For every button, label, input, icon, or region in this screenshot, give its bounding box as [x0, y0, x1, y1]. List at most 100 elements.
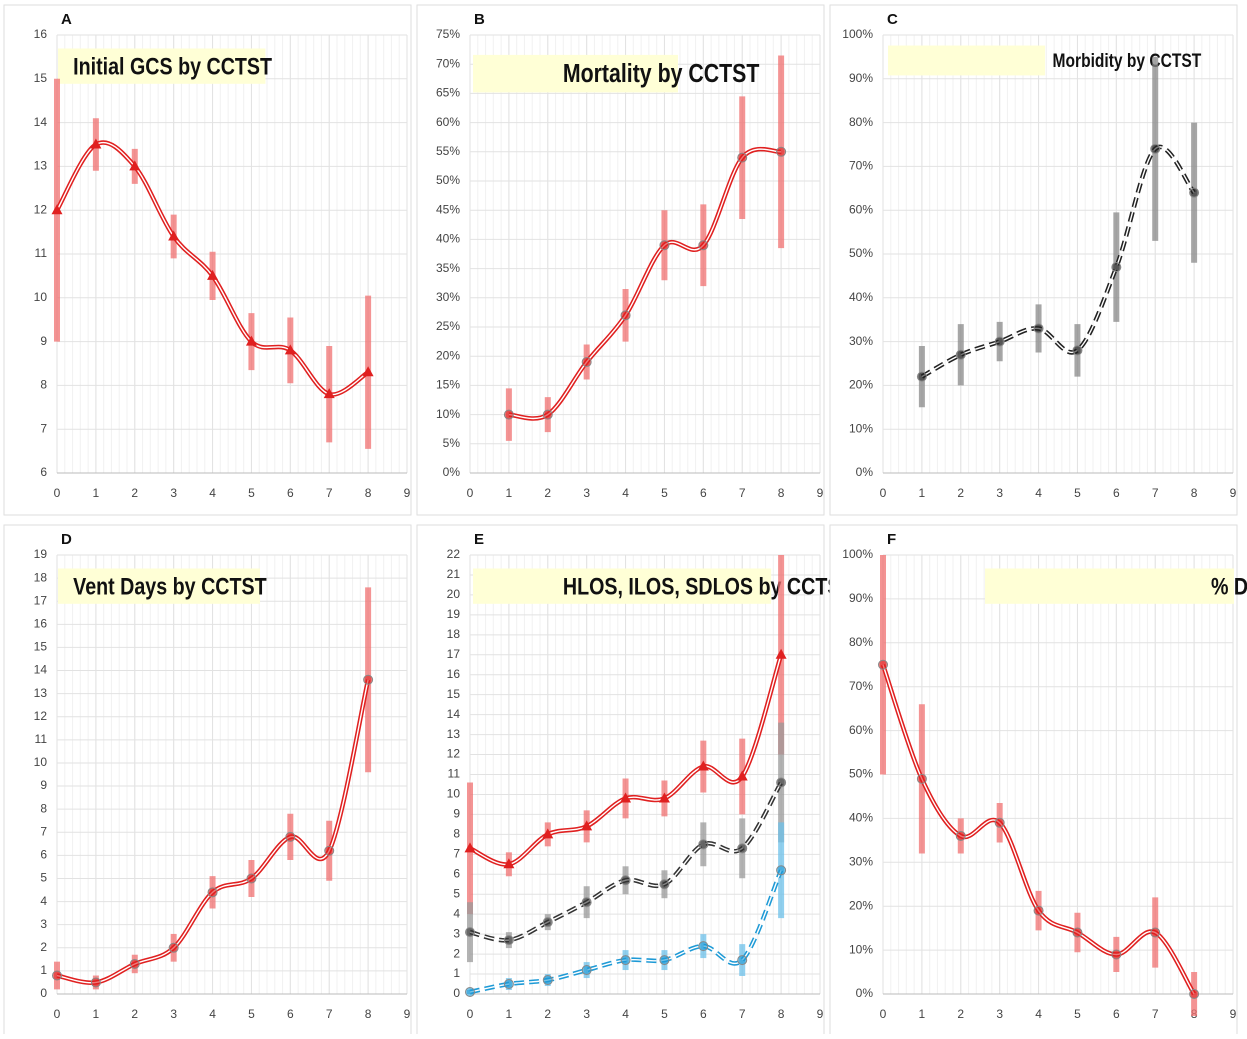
y-tick-label: 20%	[436, 348, 460, 362]
marker	[90, 977, 101, 988]
x-tick-label: 9	[1230, 486, 1237, 500]
y-tick-label: 15	[34, 640, 48, 654]
y-tick-label: 70%	[849, 159, 873, 173]
marker	[90, 138, 102, 149]
y-tick-label: 50%	[849, 767, 873, 781]
y-tick-label: 20%	[849, 378, 873, 392]
y-tick-label: 16	[447, 667, 461, 681]
y-tick-label: 18	[447, 627, 461, 641]
marker	[542, 975, 553, 986]
x-tick-label: 3	[170, 486, 177, 500]
chart-title: Mortality by CCTST	[563, 59, 760, 89]
y-tick-label: 25%	[436, 319, 460, 333]
x-tick-label: 2	[957, 1007, 964, 1021]
x-tick-label: 4	[1035, 486, 1042, 500]
panel-letter: A	[61, 11, 72, 28]
y-tick-label: 0%	[856, 986, 874, 1000]
y-tick-label: 0	[453, 986, 460, 1000]
y-tick-label: 1	[453, 966, 460, 980]
title-background	[58, 568, 261, 604]
y-tick-label: 55%	[436, 144, 460, 158]
x-tick-label: 7	[739, 486, 746, 500]
panel: 0% 5% 10% 15% 20% 25% 30% 35% 40% 45% 50% 55% 60% 65%…	[416, 4, 825, 516]
y-tick-label: 9	[40, 334, 47, 348]
x-tick-label: 4	[209, 1007, 216, 1021]
y-tick-label: 70%	[436, 56, 460, 70]
marker	[503, 979, 514, 990]
y-tick-label: 4	[453, 906, 460, 920]
y-tick-label: 6	[453, 866, 460, 880]
x-tick-label: 8	[1191, 486, 1198, 500]
y-tick-label: 4	[40, 894, 47, 908]
marker	[581, 820, 593, 831]
series-line-highlight	[508, 148, 782, 420]
x-tick-label: 0	[467, 486, 474, 500]
y-tick-label: 11	[448, 767, 461, 781]
y-tick-label: 12	[34, 709, 48, 723]
y-tick-label: 3	[453, 926, 460, 940]
x-tick-label: 2	[544, 486, 551, 500]
marker	[659, 879, 670, 890]
marker	[581, 897, 592, 908]
marker	[1189, 989, 1200, 999]
x-tick-label: 6	[1113, 486, 1120, 500]
y-tick-label: 13	[34, 159, 48, 173]
x-tick-label: 8	[365, 1007, 372, 1021]
x-tick-label: 2	[544, 1007, 551, 1021]
x-tick-label: 0	[880, 1007, 887, 1021]
y-tick-label: 90%	[849, 591, 873, 605]
x-tick-label: 7	[739, 1007, 746, 1021]
marker	[916, 371, 927, 382]
x-tick-label: 3	[583, 1007, 590, 1021]
marker	[503, 409, 514, 420]
title-background	[473, 54, 678, 93]
panel: 0% 10% 20% 30% 40% 50% 60% 70% 80% 90% 100% 0 1 2 3 4 5 6…	[829, 4, 1238, 516]
marker	[698, 941, 709, 952]
x-tick-label: 7	[326, 1007, 333, 1021]
panel-letter: E	[474, 531, 484, 548]
marker	[129, 958, 140, 969]
x-tick-label: 2	[957, 486, 964, 500]
marker	[737, 843, 748, 854]
marker	[284, 344, 296, 355]
y-tick-label: 13	[34, 686, 48, 700]
y-tick-label: 8	[453, 827, 460, 841]
y-tick-label: 30%	[849, 334, 873, 348]
y-tick-label: 9	[453, 807, 460, 821]
y-tick-label: 0%	[856, 465, 874, 479]
y-tick-label: 10	[34, 290, 48, 304]
y-tick-label: 12	[34, 202, 48, 216]
panel-frame	[3, 524, 412, 1036]
marker	[285, 831, 296, 842]
chart-title: Vent Days by CCTST	[73, 572, 267, 599]
y-tick-label: 8	[40, 378, 47, 392]
y-tick-label: 60%	[849, 202, 873, 216]
x-tick-label: 1	[506, 486, 513, 500]
x-tick-label: 2	[131, 1007, 138, 1021]
marker	[916, 773, 927, 784]
y-tick-label: 5	[453, 886, 460, 900]
series-line-highlight	[882, 664, 1195, 995]
y-tick-label: 3	[40, 917, 47, 931]
marker	[1072, 345, 1083, 356]
marker	[955, 830, 966, 841]
y-tick-label: 80%	[849, 635, 873, 649]
marker	[168, 942, 179, 953]
x-tick-label: 1	[919, 1007, 926, 1021]
y-tick-label: 40%	[436, 232, 460, 246]
marker	[464, 842, 476, 853]
y-tick-label: 9	[40, 778, 47, 792]
marker	[542, 917, 553, 928]
chart-title: Initial GCS by CCTST	[73, 52, 272, 79]
marker	[1111, 262, 1122, 273]
x-tick-label: 9	[1230, 1007, 1237, 1021]
x-tick-label: 9	[404, 486, 411, 500]
marker	[503, 935, 514, 946]
y-tick-label: 30%	[849, 854, 873, 868]
x-tick-label: 9	[817, 1007, 824, 1021]
y-tick-label: 20	[447, 587, 461, 601]
y-tick-label: 10%	[849, 421, 873, 435]
y-tick-label: 7	[40, 421, 47, 435]
y-tick-label: 19	[34, 547, 48, 561]
